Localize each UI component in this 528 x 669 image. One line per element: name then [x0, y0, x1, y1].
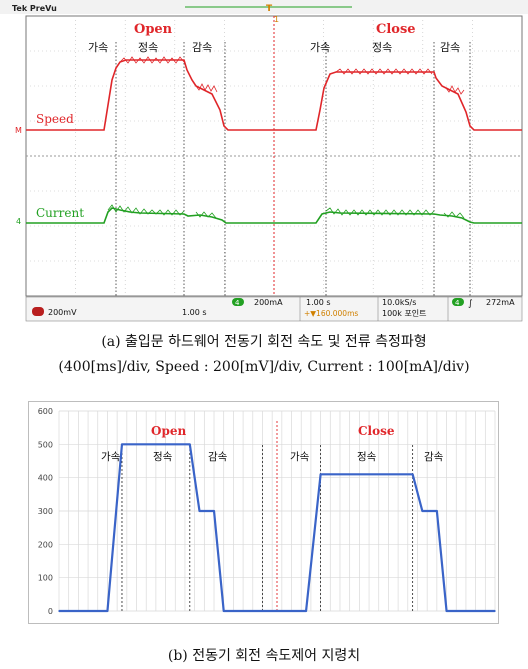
ch4-marker: 4	[16, 217, 21, 226]
command-point	[198, 510, 201, 512]
command-point	[436, 510, 438, 512]
status-time-div: 1.00 s	[306, 298, 331, 307]
status-ch-scale: 200mV	[48, 308, 77, 317]
command-point	[222, 610, 225, 612]
command-point	[421, 510, 424, 512]
command-point	[305, 610, 307, 612]
chart-grid	[58, 410, 496, 612]
status-trigger-ch: 4	[455, 299, 460, 307]
chart-phase-const-2: 정속	[357, 451, 377, 463]
svg-text:∫: ∫	[468, 299, 473, 309]
command-point	[319, 473, 322, 476]
scope-open-label: Open	[134, 22, 173, 37]
y-tick-label: 500	[38, 440, 53, 449]
caption-a: (a) 출입문 하드웨어 전동기 회전 속도 및 전류 측정파형	[101, 334, 427, 350]
scope-phase-decel-2: 감속	[440, 41, 460, 54]
current-label: Current	[36, 206, 84, 220]
speed-label: Speed	[36, 112, 74, 126]
command-point	[106, 610, 109, 612]
chart-phase-decel-1: 감속	[208, 451, 228, 463]
y-axis-ticks: 0 100 200 300 400 500 600	[38, 407, 53, 616]
y-tick-label: 100	[38, 574, 53, 583]
status-record-len: 100k 포인트	[382, 308, 427, 318]
chart-phase-accel-1: 가속	[101, 451, 121, 463]
command-point	[271, 610, 273, 612]
chart-phase-const-1: 정속	[153, 451, 173, 463]
scope-phase-accel-2: 가속	[310, 41, 330, 54]
scope-close-label: Close	[376, 22, 416, 37]
command-point	[411, 473, 414, 476]
scope-brand: Tek PreVu	[12, 4, 57, 13]
trigger-marker: T	[266, 4, 273, 14]
ch1-marker: M	[15, 126, 22, 135]
svg-text:1: 1	[274, 15, 279, 24]
scope-phase-const-1: 정속	[138, 41, 158, 54]
status-timebase: 1.00 s	[182, 308, 207, 317]
svg-text:4: 4	[235, 299, 240, 307]
scope-phase-decel-1: 감속	[192, 41, 212, 54]
caption-a-sub: (400[ms]/div, Speed : 200[mV]/div, Curre…	[58, 359, 470, 375]
status-cursor-pos: +▼160.000ms	[304, 309, 358, 318]
scope-phase-const-2: 정속	[372, 41, 392, 54]
status-sample-rate: 10.0kS/s	[382, 298, 416, 307]
command-point	[121, 443, 123, 446]
chart-close-label: Close	[358, 424, 395, 438]
y-tick-label: 200	[38, 540, 53, 549]
y-tick-label: 0	[48, 607, 53, 616]
status-ch4-scale: 200mA	[254, 298, 283, 307]
command-point	[189, 443, 191, 446]
y-tick-label: 300	[38, 507, 53, 516]
chart-phase-decel-2: 감속	[424, 451, 444, 463]
y-tick-label: 400	[38, 474, 53, 483]
oscilloscope-capture: Tek PreVu T 1 Open Close 가속 정속 감속 가속 정속 …	[0, 0, 528, 323]
current-waveform	[26, 207, 522, 224]
chart-open-label: Open	[151, 424, 186, 438]
status-trigger-level: 272mA	[486, 298, 515, 307]
command-point	[445, 610, 448, 612]
command-point	[494, 610, 496, 612]
y-tick-label: 600	[38, 407, 53, 416]
caption-b: (b) 전동기 회전 속도제어 지령치	[167, 648, 361, 664]
command-point	[58, 610, 60, 612]
command-point	[213, 510, 215, 512]
chart-phase-accel-2: 가속	[290, 451, 310, 463]
scope-phase-accel-1: 가속	[88, 41, 108, 54]
